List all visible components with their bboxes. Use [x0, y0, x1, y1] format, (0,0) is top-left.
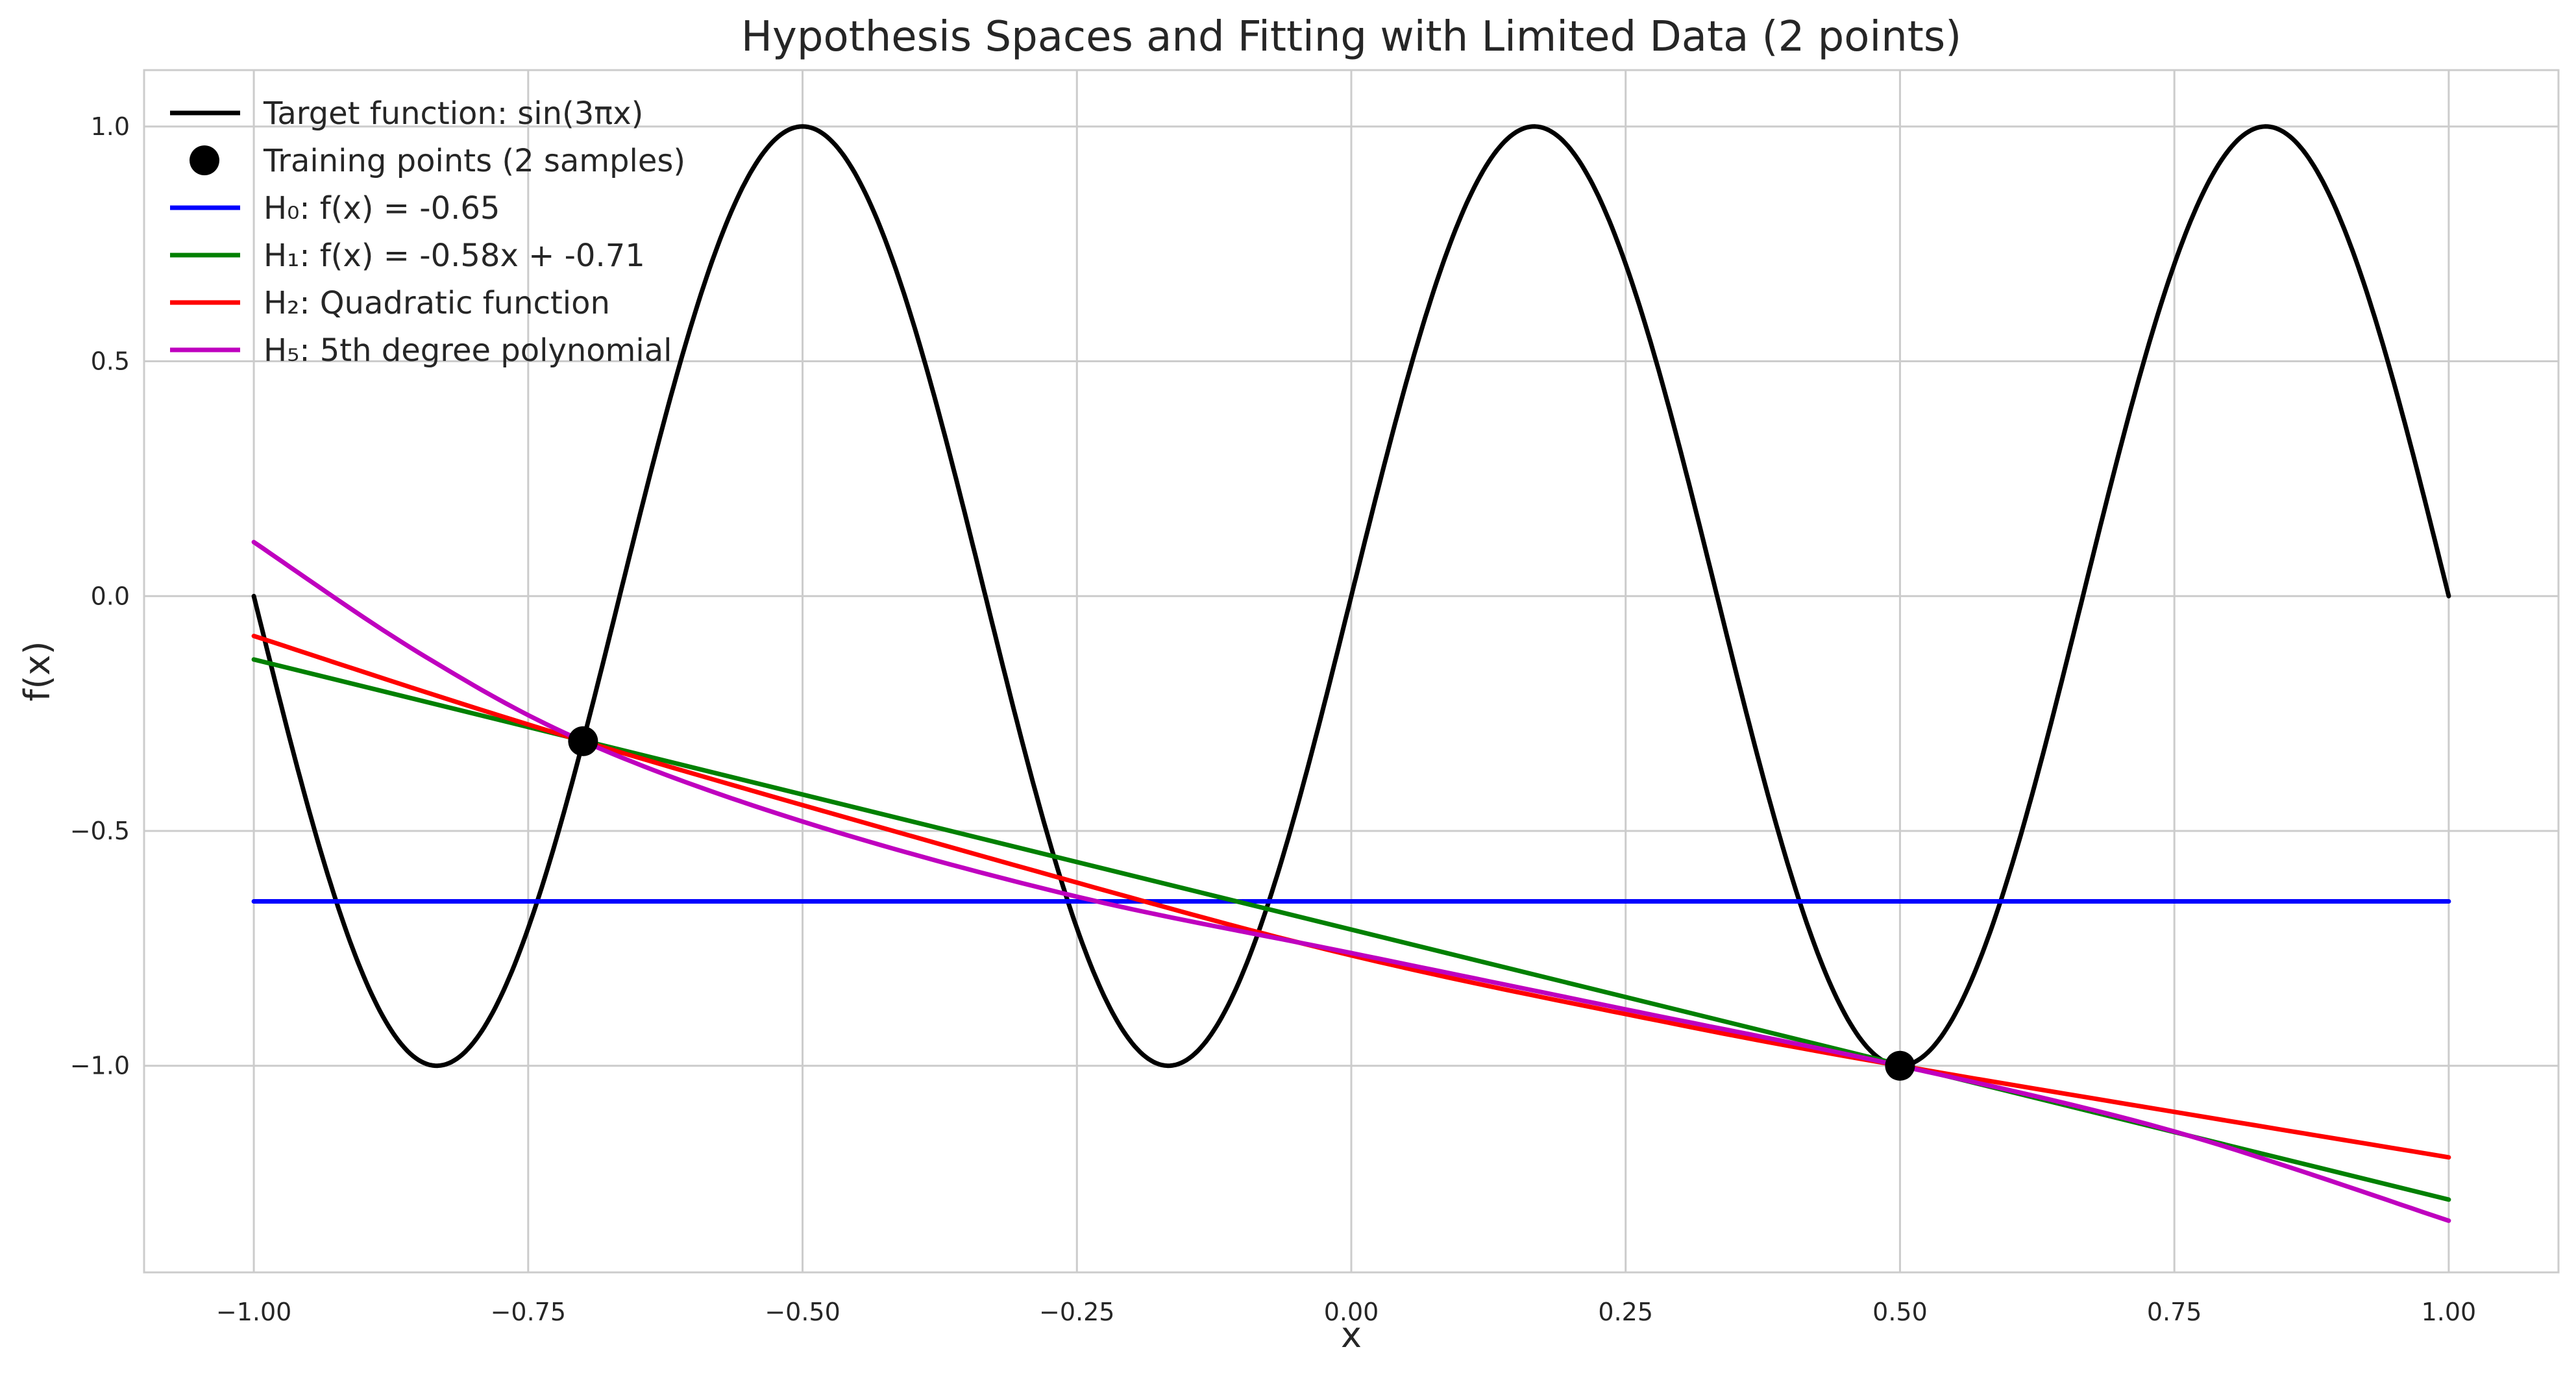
- x-tick-label: −0.75: [491, 1298, 566, 1326]
- x-tick-label: 0.75: [2147, 1298, 2202, 1326]
- x-tick-label: 1.00: [2422, 1298, 2477, 1326]
- x-tick-label: −0.50: [765, 1298, 840, 1326]
- y-axis-label: f(x): [17, 641, 58, 701]
- y-tick-label: 0.5: [91, 347, 130, 376]
- series-line-0: [251, 124, 2451, 1069]
- x-axis-label: x: [1341, 1315, 1362, 1355]
- training-point: [568, 726, 598, 756]
- x-tick-label: 0.00: [1324, 1298, 1379, 1326]
- legend-entry: H₅: 5th degree polynomial: [264, 332, 672, 369]
- series-line-5: [251, 539, 2451, 1223]
- y-tick-label: −1.0: [70, 1052, 130, 1080]
- chart-title: Hypothesis Spaces and Fitting with Limit…: [741, 13, 1961, 61]
- x-tick-label: 0.50: [1872, 1298, 1928, 1326]
- series-layer: [251, 124, 2451, 1223]
- x-tick-label: 0.25: [1598, 1298, 1653, 1326]
- y-tick-label: −0.5: [70, 817, 130, 845]
- training-point: [1885, 1050, 1915, 1081]
- x-tick-label: −0.25: [1039, 1298, 1114, 1326]
- legend-entry: Target function: sin(3πx): [263, 95, 643, 132]
- legend-entry: H₂: Quadratic function: [264, 285, 610, 321]
- legend-entry: H₁: f(x) = -0.58x + -0.71: [264, 238, 645, 274]
- legend-entry: H₀: f(x) = -0.65: [264, 190, 500, 227]
- legend-marker: [190, 145, 219, 175]
- x-axis-ticks: −1.00 −0.75 −0.50 −0.25 0.00 0.25 0.50 0.75 1.00: [216, 1298, 2476, 1326]
- plot-frame: [143, 69, 2560, 1274]
- y-tick-label: 0.0: [91, 582, 130, 610]
- y-tick-label: 1.0: [91, 112, 130, 141]
- legend: Target function: sin(3πx) Training points…: [170, 95, 685, 369]
- legend-entry: Training points (2 samples): [263, 143, 685, 179]
- x-tick-label: −1.00: [216, 1298, 291, 1326]
- y-axis-ticks: −1.0 −0.5 0.0 0.5 1.0: [70, 112, 130, 1080]
